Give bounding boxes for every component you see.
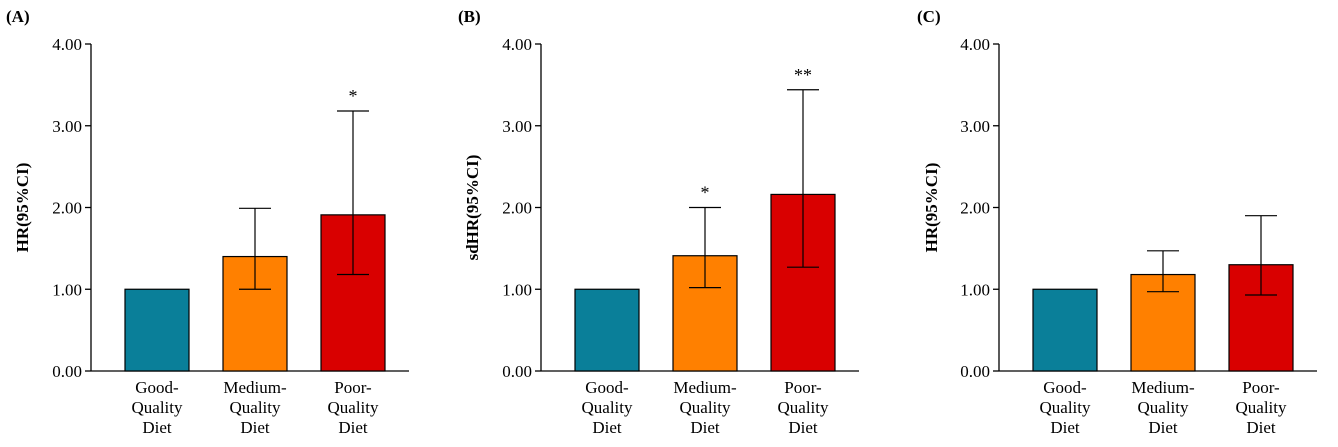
category-label: Diet bbox=[338, 418, 368, 437]
panel-letter: (A) bbox=[6, 7, 30, 26]
category-label: Quality bbox=[1138, 398, 1189, 417]
bar-1 bbox=[124, 288, 190, 372]
y-tick-label: 2.00 bbox=[52, 199, 82, 218]
category-label: Quality bbox=[328, 398, 379, 417]
category-label: Quality bbox=[1236, 398, 1287, 417]
significance-marker: * bbox=[349, 86, 358, 106]
y-tick-label: 3.00 bbox=[502, 117, 532, 136]
category-label: Good- bbox=[585, 378, 629, 397]
category-label: Medium- bbox=[223, 378, 287, 397]
category-label: Quality bbox=[230, 398, 281, 417]
chart-panel-3: (C)HR(95%CI)0.001.002.003.004.00Good-Qua… bbox=[917, 7, 1317, 437]
category-label: Medium- bbox=[1131, 378, 1195, 397]
y-axis-label: sdHR(95%CI) bbox=[463, 155, 482, 261]
y-tick-label: 0.00 bbox=[502, 362, 532, 381]
category-label: Quality bbox=[680, 398, 731, 417]
y-tick-label: 1.00 bbox=[52, 280, 82, 299]
category-label: Poor- bbox=[334, 378, 372, 397]
chart-panel-2: (B)sdHR(95%CI)0.001.002.003.004.00Good-Q… bbox=[458, 7, 859, 437]
category-label: Quality bbox=[132, 398, 183, 417]
category-label: Diet bbox=[1246, 418, 1276, 437]
y-axis-label: HR(95%CI) bbox=[13, 163, 32, 253]
category-label: Diet bbox=[592, 418, 622, 437]
y-tick-label: 0.00 bbox=[52, 362, 82, 381]
category-label: Diet bbox=[142, 418, 172, 437]
category-label: Poor- bbox=[1242, 378, 1280, 397]
category-label: Good- bbox=[1043, 378, 1087, 397]
bar-1 bbox=[574, 288, 640, 372]
y-tick-label: 0.00 bbox=[960, 362, 990, 381]
y-axis-label: HR(95%CI) bbox=[922, 163, 941, 253]
chart-panel-1: (A)HR(95%CI)0.001.002.003.004.00Good-Qua… bbox=[6, 7, 409, 437]
category-label: Diet bbox=[240, 418, 270, 437]
significance-marker: * bbox=[701, 183, 710, 203]
category-label: Diet bbox=[1148, 418, 1178, 437]
y-tick-label: 1.00 bbox=[502, 280, 532, 299]
y-tick-label: 4.00 bbox=[960, 35, 990, 54]
category-label: Quality bbox=[778, 398, 829, 417]
y-tick-label: 1.00 bbox=[960, 280, 990, 299]
category-label: Medium- bbox=[673, 378, 737, 397]
y-tick-label: 3.00 bbox=[52, 117, 82, 136]
category-label: Quality bbox=[582, 398, 633, 417]
category-label: Good- bbox=[135, 378, 179, 397]
significance-marker: ** bbox=[794, 65, 812, 85]
bar-1 bbox=[1032, 288, 1098, 372]
category-label: Diet bbox=[690, 418, 720, 437]
category-label: Quality bbox=[1040, 398, 1091, 417]
y-tick-label: 2.00 bbox=[502, 199, 532, 218]
y-tick-label: 4.00 bbox=[52, 35, 82, 54]
category-label: Diet bbox=[1050, 418, 1080, 437]
category-label: Poor- bbox=[784, 378, 822, 397]
category-label: Diet bbox=[788, 418, 818, 437]
panel-letter: (C) bbox=[917, 7, 941, 26]
y-tick-label: 3.00 bbox=[960, 117, 990, 136]
y-tick-label: 2.00 bbox=[960, 199, 990, 218]
y-tick-label: 4.00 bbox=[502, 35, 532, 54]
panel-letter: (B) bbox=[458, 7, 481, 26]
